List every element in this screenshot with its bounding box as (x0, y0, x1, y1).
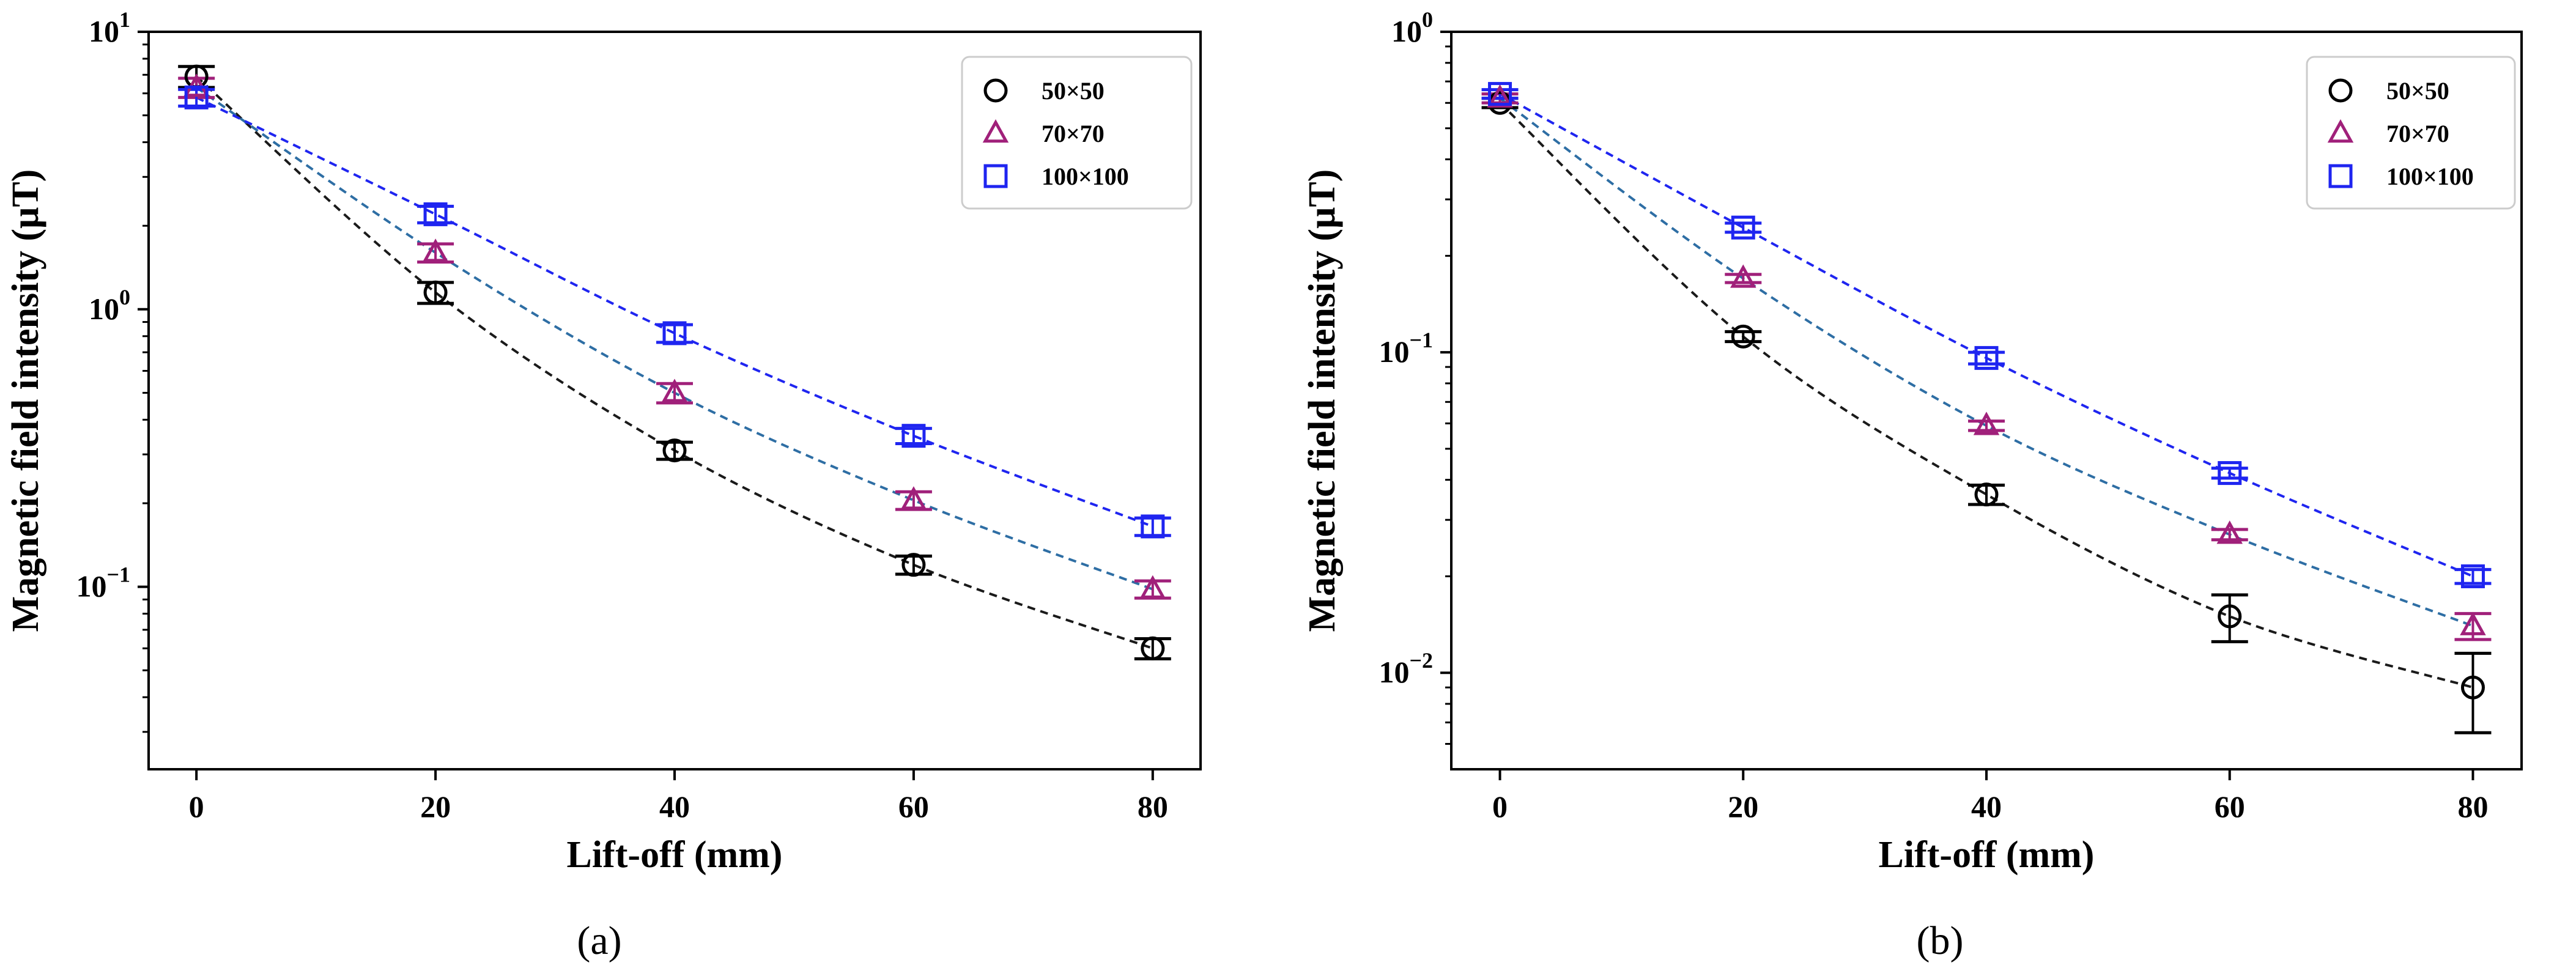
chart-panel-a: 0 20 40 60 80 101 100 10−1 Lift-off (mm) Magnetic… (5, 7, 1202, 963)
panel-b-x-tick-label: 0 (1492, 789, 1508, 824)
panel-b-data-point (1973, 412, 2000, 435)
panel-a-legend-marker (982, 119, 1009, 143)
panel-a-x-axis-title: Lift-off (mm) (567, 834, 783, 876)
panel-b-x-tick-label: 20 (1728, 789, 1758, 824)
panel-b-x-tick-label: 40 (1971, 789, 2002, 824)
panel-a-legend-marker (983, 164, 1008, 188)
chart-panel-b: 0 20 40 60 80 100 10−1 10−2 Lift-off (mm) Magneti… (1301, 7, 2523, 963)
panel-b-legend-box (2306, 56, 2516, 210)
panel-a-x-tick-label: 0 (189, 789, 204, 824)
panel-b-y-tick-label: 10−2 (1379, 648, 1433, 689)
panel-b-y-axis-title: Magnetic field intensity (μT) (1301, 169, 1343, 632)
panel-a-data-point (1139, 575, 1166, 599)
panel-b-caption: (b) (1917, 918, 1964, 963)
panel-a-data-point (900, 486, 927, 510)
panel-b-data-point (1731, 324, 1755, 349)
panel-a-x-tick-label: 80 (1138, 789, 1168, 824)
panel-b-legend-label: 100×100 (2386, 163, 2474, 190)
panel-b-data-point (1487, 84, 1513, 108)
panel-b-x-tick-label: 80 (2457, 789, 2488, 824)
panel-a-data-point (901, 424, 926, 448)
panel-a-data-point (422, 238, 449, 262)
panel-b-data-point (1488, 82, 1512, 106)
panel-a-data-point (662, 321, 687, 345)
panel-b-legend-marker (2328, 164, 2353, 188)
panel-b-y-tick-label: 10−1 (1379, 328, 1433, 369)
panel-b-fit-curve (1499, 102, 2474, 689)
panel-a-data-point (662, 438, 687, 463)
panel-a-fit-curve (195, 75, 1153, 650)
panel-b-data-point (2216, 520, 2243, 544)
panel-b-data-point (2460, 675, 2485, 700)
panel-a-data-point (901, 553, 926, 577)
panel-a-x-tick-label: 60 (898, 789, 929, 824)
panel-b-legend-marker (2328, 78, 2353, 103)
panel-b-data-point (2218, 604, 2242, 629)
panel-b-x-axis-title: Lift-off (mm) (1879, 834, 2095, 876)
panel-b-legend-label: 50×50 (2386, 77, 2449, 105)
panel-b-data-point (1974, 482, 1999, 507)
panel-a-legend-label: 50×50 (1042, 77, 1105, 105)
panel-a-data-point (423, 280, 448, 305)
panel-a-caption: (a) (577, 918, 621, 963)
panel-a-data-point (661, 379, 688, 402)
panel-b-data-point (2218, 461, 2242, 486)
panel-b-legend-label: 70×70 (2386, 120, 2449, 147)
panel-b-data-point (1731, 215, 1755, 240)
panel-b-data-point (2460, 611, 2486, 635)
panel-a-y-tick-label: 100 (89, 285, 130, 326)
panel-a-legend: 50×50 70×70 100×100 (961, 56, 1193, 210)
panel-b-legend-marker (2327, 119, 2354, 143)
panel-a-legend-label: 70×70 (1042, 120, 1105, 147)
panel-a-y-axis-title: Magnetic field intensity (μT) (5, 169, 46, 632)
panel-b-x-tick-label: 60 (2215, 789, 2245, 824)
panel-b-y-tick-label: 100 (1391, 7, 1433, 48)
panel-a-y-tick-label: 10−1 (76, 563, 130, 604)
panel-a-data-point (423, 202, 448, 226)
panel-b-data-point (1974, 345, 1999, 370)
panel-a-x-tick-label: 40 (659, 789, 690, 824)
panel-b-data-point (1730, 264, 1756, 288)
panel-a-data-point (184, 85, 209, 109)
panel-a-legend-marker (983, 78, 1008, 103)
panel-a-y-tick-label: 101 (89, 7, 130, 48)
panel-a-x-tick-label: 20 (420, 789, 451, 824)
panel-a-legend-box (961, 56, 1193, 210)
panel-a-legend-label: 100×100 (1042, 163, 1129, 190)
panel-b-legend: 50×50 70×70 100×100 (2306, 56, 2516, 210)
panel-a-data-point (1141, 636, 1165, 660)
panel-b-data-point (2460, 564, 2485, 588)
panel-a-data-point (1141, 514, 1165, 539)
